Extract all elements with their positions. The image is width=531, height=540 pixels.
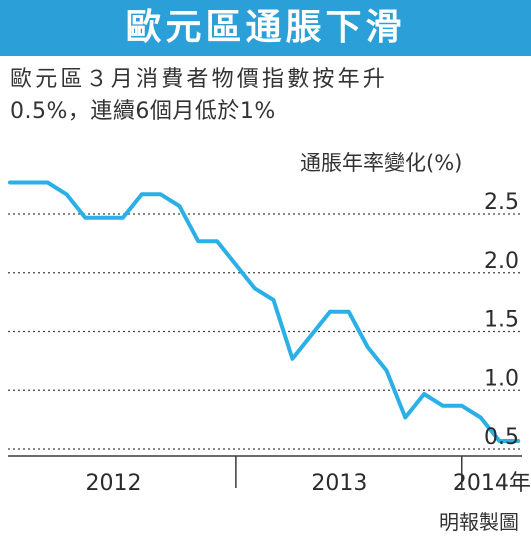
x-year-label: 2014年 bbox=[453, 471, 531, 496]
y-tick-label: 1.5 bbox=[484, 308, 519, 333]
y-tick-label: 2.5 bbox=[484, 190, 519, 215]
tick-labels: 0.5 1.0 1.5 2.0 2.5 2012 2013 2014年 bbox=[86, 190, 531, 496]
subtitle-line-2: 0.5%，連續6個月低於1% bbox=[10, 99, 276, 124]
inflation-series-line bbox=[8, 180, 521, 443]
subtitle: 歐元區３月消費者物價指數按年升 0.5%，連續6個月低於1% bbox=[10, 64, 525, 128]
x-year-label: 2012 bbox=[86, 471, 142, 496]
title-banner: 歐元區通脹下滑 bbox=[0, 0, 531, 56]
grid-lines bbox=[8, 213, 522, 450]
y-tick-label: 2.0 bbox=[484, 249, 519, 274]
x-year-label: 2013 bbox=[311, 471, 367, 496]
source-credit: 明報製圖 bbox=[439, 510, 519, 534]
y-axis-label: 通脹年率變化(%) bbox=[300, 151, 462, 175]
chart-title: 歐元區通脹下滑 bbox=[125, 7, 406, 48]
y-tick-label: 0.5 bbox=[484, 425, 519, 450]
y-tick-label: 1.0 bbox=[484, 366, 519, 391]
subtitle-line-1: 歐元區３月消費者物價指數按年升 bbox=[10, 67, 389, 92]
series-layer bbox=[8, 180, 521, 443]
x-axis bbox=[8, 455, 522, 488]
